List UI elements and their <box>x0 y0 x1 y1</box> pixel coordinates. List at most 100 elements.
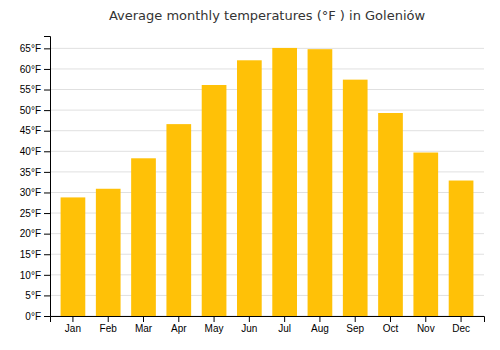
bar <box>308 49 333 316</box>
y-tick-mark <box>44 110 50 111</box>
y-tick-label: 50°F <box>20 105 41 116</box>
x-tick-label: Nov <box>417 323 435 334</box>
x-tick-label: Oct <box>383 323 399 334</box>
grid-line <box>50 110 484 111</box>
x-tick-mark <box>319 316 320 322</box>
x-tick-label: Dec <box>452 323 470 334</box>
bar <box>61 197 86 316</box>
x-tick-mark <box>249 316 250 322</box>
x-tick-mark <box>178 316 179 322</box>
y-tick-mark <box>44 295 50 296</box>
y-axis-line <box>44 37 51 317</box>
y-tick-label: 45°F <box>20 125 41 136</box>
grid-line <box>50 68 484 69</box>
x-tick: Jan <box>65 316 81 334</box>
x-tick-label: Feb <box>100 323 118 334</box>
x-tick-label: Sep <box>346 323 364 334</box>
plot-area <box>61 48 474 316</box>
y-tick-mark <box>44 48 50 49</box>
y-tick-mark <box>44 275 50 276</box>
bar <box>131 158 156 316</box>
x-tick: Oct <box>383 316 399 334</box>
x-tick-label: Jun <box>241 323 257 334</box>
x-tick-label: Jul <box>278 323 291 334</box>
y-tick: 20°F <box>20 228 50 239</box>
bar <box>449 181 474 316</box>
grid-line <box>50 151 484 152</box>
y-tick-mark <box>44 151 50 152</box>
y-tick-label: 5°F <box>25 290 41 301</box>
y-tick: 15°F <box>20 249 50 260</box>
grid <box>50 48 484 316</box>
x-tick: Dec <box>452 316 470 334</box>
y-tick: 5°F <box>25 290 50 301</box>
bar <box>413 153 438 316</box>
y-tick-label: 65°F <box>20 43 41 54</box>
x-axis: Jan Feb Mar Apr May Jun Jul Aug Sep Oct Nov Dec <box>51 316 485 334</box>
grid-line <box>50 89 484 90</box>
x-tick: Nov <box>417 316 435 334</box>
y-tick-label: 10°F <box>20 270 41 281</box>
x-axis-line <box>51 317 485 323</box>
y-tick: 35°F <box>20 167 50 178</box>
y-tick-mark <box>44 254 50 255</box>
x-tick-mark <box>425 316 426 322</box>
y-tick-label: 20°F <box>20 228 41 239</box>
y-tick-mark <box>44 192 50 193</box>
title: Average monthly temperatures (°F ) in Go… <box>109 8 426 23</box>
y-tick-label: 40°F <box>20 146 41 157</box>
y-tick-mark <box>44 69 50 70</box>
chart: JanFebMarAprMayJunJulAugSepOctNovDec0°F5… <box>0 0 500 350</box>
x-tick-label: Apr <box>171 323 187 334</box>
y-tick-label: 30°F <box>20 187 41 198</box>
x-tick: May <box>205 316 224 334</box>
y-tick-label: 35°F <box>20 167 41 178</box>
x-tick-label: Jan <box>65 323 81 334</box>
x-tick: Mar <box>135 316 153 334</box>
y-tick-mark <box>44 131 50 132</box>
y-tick: 65°F <box>20 43 50 54</box>
y-tick-label: 60°F <box>20 64 41 75</box>
x-tick: Feb <box>100 316 118 334</box>
y-tick-mark <box>44 172 50 173</box>
x-tick-mark <box>284 316 285 322</box>
y-tick-label: 55°F <box>20 84 41 95</box>
y-axis: 0°F5°F10°F15°F20°F25°F30°F35°F40°F45°F50… <box>20 37 51 322</box>
x-tick-mark <box>461 316 462 322</box>
bar <box>237 60 262 316</box>
x-tick-mark <box>143 316 144 322</box>
x-tick-mark <box>390 316 391 322</box>
y-tick: 30°F <box>20 187 50 198</box>
y-tick: 25°F <box>20 208 50 219</box>
x-tick-mark <box>214 316 215 322</box>
x-tick-mark <box>355 316 356 322</box>
grid-line <box>50 130 484 131</box>
y-tick-mark <box>44 316 50 317</box>
x-tick: Sep <box>346 316 364 334</box>
x-tick: Apr <box>171 316 187 334</box>
y-tick: 45°F <box>20 125 50 136</box>
x-tick: Jul <box>278 316 291 334</box>
y-tick-mark <box>44 234 50 235</box>
y-tick-label: 25°F <box>20 208 41 219</box>
y-tick: 40°F <box>20 146 50 157</box>
x-tick-label: May <box>205 323 224 334</box>
x-tick-mark <box>108 316 109 322</box>
bar <box>343 80 368 316</box>
x-tick-label: Mar <box>135 323 153 334</box>
bar <box>272 48 297 316</box>
x-tick: Aug <box>311 316 329 334</box>
bar <box>202 85 227 316</box>
x-tick-mark <box>72 316 73 322</box>
y-tick: 10°F <box>20 270 50 281</box>
y-tick: 50°F <box>20 105 50 116</box>
y-tick-label: 15°F <box>20 249 41 260</box>
bar <box>166 124 191 316</box>
y-tick: 60°F <box>20 64 50 75</box>
y-tick-mark <box>44 90 50 91</box>
bar <box>96 189 121 316</box>
y-tick-mark <box>44 213 50 214</box>
x-tick-label: Aug <box>311 323 329 334</box>
x-tick: Jun <box>241 316 257 334</box>
grid-line <box>50 48 484 49</box>
